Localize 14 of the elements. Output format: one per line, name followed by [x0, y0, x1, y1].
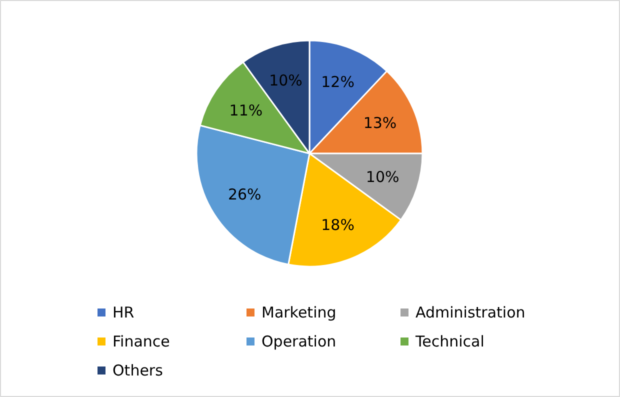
legend-label: Finance [112, 332, 170, 350]
data-label: 10% [366, 168, 400, 186]
legend-label: Operation [262, 332, 336, 350]
data-label: 11% [229, 101, 263, 120]
data-label: 12% [321, 73, 354, 92]
legend-label: Others [112, 362, 164, 380]
legend-label: HR [112, 304, 134, 322]
legend-label: Technical [414, 332, 484, 350]
legend-label: Administration [416, 304, 526, 322]
data-label: 10% [269, 71, 302, 90]
data-label: 26% [228, 186, 262, 204]
data-label: 18% [321, 216, 354, 234]
data-label: 13% [363, 114, 397, 132]
legend-label: Marketing [262, 304, 336, 322]
